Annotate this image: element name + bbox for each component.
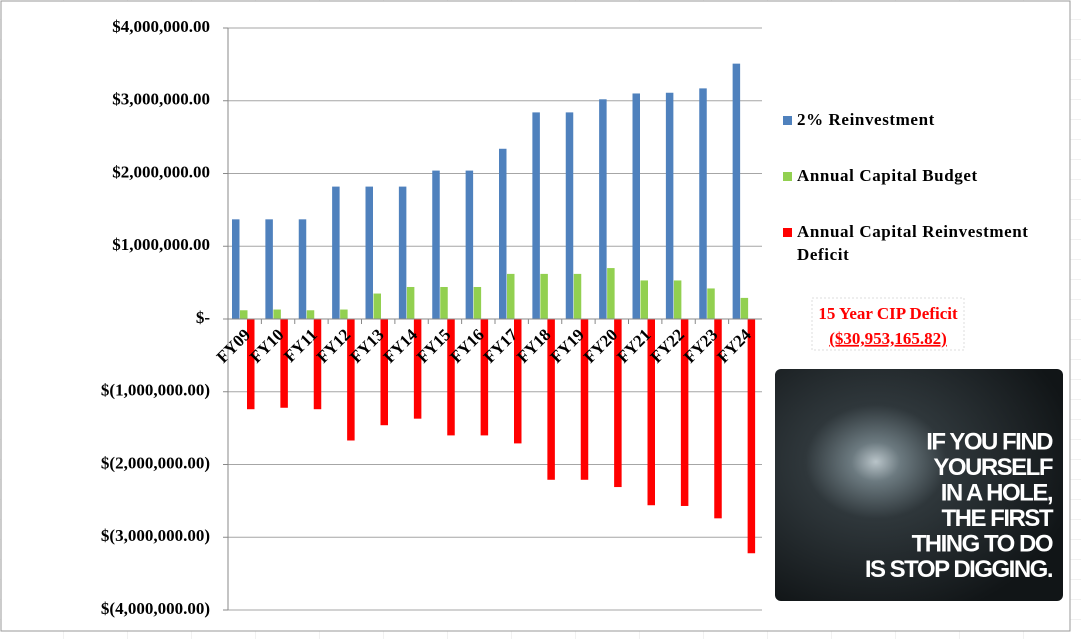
- bar: [665, 92, 674, 319]
- annotation-value: ($30,953,165.82): [829, 329, 947, 348]
- picture-text: IS STOP DIGGING.: [865, 556, 1053, 583]
- bar: [306, 310, 315, 319]
- bar: [614, 319, 622, 488]
- bar: [732, 63, 741, 320]
- bar: [647, 319, 655, 506]
- bar: [714, 319, 722, 519]
- bar: [280, 319, 288, 408]
- bar: [440, 286, 448, 319]
- legend-swatch: [783, 116, 792, 125]
- y-tick-label: $2,000,000.00: [112, 162, 210, 181]
- bar: [380, 319, 388, 426]
- bar: [580, 319, 589, 480]
- bar: [273, 309, 281, 319]
- bar: [699, 88, 707, 319]
- y-tick-label: $(4,000,000.00): [101, 599, 210, 618]
- bar: [573, 273, 582, 319]
- bar: [507, 273, 515, 319]
- legend-entry: Annual Capital Reinvestment Deficit: [797, 222, 1029, 264]
- bar: [673, 280, 682, 319]
- bar: [247, 319, 255, 410]
- bar: [480, 319, 489, 436]
- bar: [340, 309, 348, 319]
- bar: [406, 286, 415, 319]
- bar: [347, 319, 355, 441]
- picture-text: IF YOU FIND: [926, 428, 1053, 455]
- bar: [565, 112, 574, 319]
- y-tick-label: $1,000,000.00: [112, 235, 210, 254]
- y-tick-label: $3,000,000.00: [112, 90, 210, 109]
- legend-swatch: [783, 228, 792, 237]
- y-tick-label: $(2,000,000.00): [101, 453, 210, 472]
- bar: [514, 319, 522, 444]
- bar: [532, 112, 540, 319]
- y-tick-label: $(1,000,000.00): [101, 381, 210, 400]
- picture-text: THE FIRST: [942, 505, 1054, 532]
- bar: [499, 148, 507, 319]
- legend-entry: 2% Reinvestment: [797, 110, 935, 129]
- bar: [365, 186, 373, 319]
- annotation-box: [811, 297, 965, 351]
- bar: [640, 280, 648, 319]
- annotation-title: 15 Year CIP Deficit: [818, 304, 958, 323]
- bar: [740, 297, 749, 319]
- bar: [599, 99, 607, 319]
- bar: [413, 319, 422, 419]
- bar: [332, 186, 340, 319]
- bar: [540, 273, 548, 319]
- bar: [232, 219, 240, 319]
- bar: [707, 288, 715, 319]
- bar: [465, 170, 474, 319]
- picture-text: THING TO DO: [912, 530, 1053, 557]
- legend-swatch: [783, 172, 792, 181]
- legend-entry: Annual Capital Budget: [797, 166, 978, 185]
- y-tick-label: $(3,000,000.00): [101, 526, 210, 545]
- bar: [680, 319, 689, 506]
- bar: [547, 319, 555, 480]
- bar: [373, 293, 381, 319]
- bar: [607, 268, 615, 319]
- bar: [473, 286, 482, 319]
- picture-text: YOURSELF: [933, 454, 1053, 481]
- bar: [313, 319, 322, 410]
- bar: [398, 186, 407, 319]
- picture-text: IN A HOLE,: [941, 479, 1053, 506]
- bar: [432, 170, 440, 319]
- y-tick-label: $-: [196, 308, 211, 327]
- bar: [447, 319, 455, 436]
- bar: [632, 93, 640, 319]
- y-tick-label: $4,000,000.00: [112, 17, 210, 36]
- bar: [240, 310, 248, 319]
- picture: [775, 369, 1063, 601]
- bar: [265, 219, 273, 319]
- bar: [298, 219, 307, 319]
- bar: [747, 319, 756, 554]
